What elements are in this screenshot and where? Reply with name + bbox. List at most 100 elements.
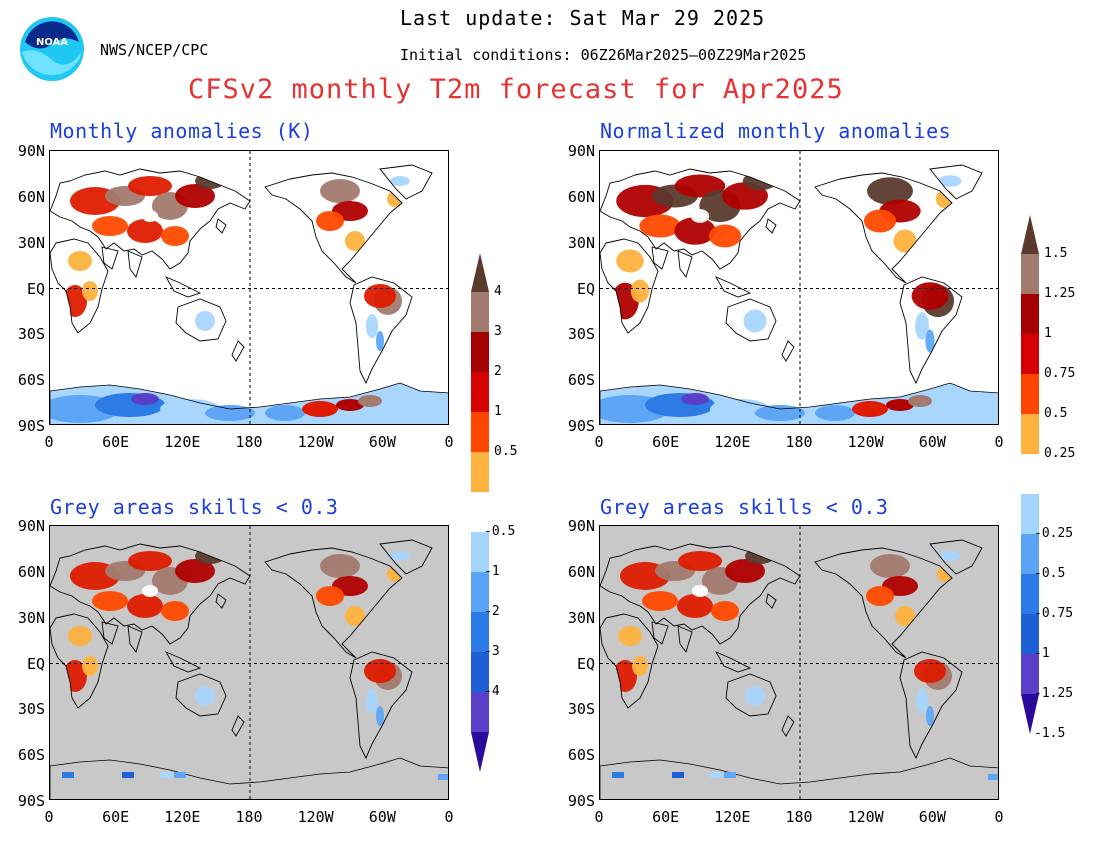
lat-tick-label: 90N [17,517,45,535]
colorbar-tick-label: -4 [484,684,500,699]
lon-tick-label: 60E [102,808,130,826]
lat-tick-label: 30N [567,608,595,627]
lon-tick-label: 180 [785,433,813,451]
lat-tick-label: 90S [567,792,595,810]
lon-tick-label: 120E [714,433,751,451]
panel-title-normalized: Normalized monthly anomalies [600,119,952,143]
lon-tick-label: 60W [368,808,396,826]
colorbar-normalized: 1.5 1.25 1 0.75 0.5 0.25 -0.25 -0.5 -0.75 -1 -1.25… [1020,214,1075,741]
map-skill-masked-anomalies [49,525,449,800]
anomaly-shading [63,173,410,351]
lat-tick-label: 30N [17,608,45,627]
colorbar-tick-label: 0.25 [1044,446,1076,461]
lon-tick-label: 0 [994,433,1004,451]
colorbar-segment [1021,654,1039,694]
lat-tick-label: EQ [26,279,45,298]
lon-tick-label: 120W [847,433,884,451]
colorbar-segment [471,452,489,492]
lon-tick-label: 0 [994,808,1004,826]
colorbar-tick-label: 0.5 [1044,406,1068,421]
lat-tick-label: 90S [17,417,45,435]
last-update-text: Last update: Sat Mar 29 2025 [400,6,766,30]
colorbar-tick-label: 1.25 [1044,286,1076,301]
panel-title-skill-anomalies: Grey areas skills < 0.3 [50,495,339,519]
lon-tick-label: 120E [164,433,201,451]
lat-tick-label: 60S [567,371,595,390]
lat-tick-label: 30S [567,325,595,344]
colorbar-segment [471,292,489,332]
colorbar-segment [1021,454,1039,494]
lat-tick-label: 90N [567,517,595,535]
lat-tick-label: EQ [26,654,45,673]
lat-tick-label: 60S [17,746,45,765]
colorbar-segment [1021,694,1039,734]
lon-tick-label: 60E [652,433,680,451]
lat-tick-label: 90S [17,792,45,810]
lat-tick-label: 90N [17,142,45,160]
lat-tick-label: 60N [567,562,595,581]
colorbar-segment [471,572,489,612]
colorbar-segment [471,732,489,772]
colorbar-segment [1021,215,1039,254]
anomaly-shading [611,171,962,353]
anomaly-shading [613,548,960,726]
lon-tick-label: 180 [235,808,263,826]
lon-tick-label: 0 [594,808,604,826]
lat-tick-label: 60S [17,371,45,390]
lat-tick-label: 60N [17,187,45,206]
colorbar-tick-label: 1.5 [1044,246,1068,261]
lat-tick-label: 60N [567,187,595,206]
lat-tick-label: 30S [567,700,595,719]
colorbar-segment [471,253,489,292]
colorbar-tick-label: -0.25 [1034,526,1074,541]
noaa-logo-text: NOAA [36,37,68,48]
colorbar-segment [471,652,489,692]
colorbar-segment [1021,294,1039,334]
colorbar-segment [471,492,489,532]
colorbar-segment [1021,374,1039,414]
initial-conditions-text: Initial conditions: 06Z26Mar2025–00Z29Ma… [400,46,807,64]
panel-title-anomalies: Monthly anomalies (K) [50,119,314,143]
colorbar-segment [1021,334,1039,374]
lat-tick-label: 30S [17,325,45,344]
colorbar-segment [1021,254,1039,294]
lat-tick-label: 30N [567,233,595,252]
colorbar-tick-label: 1 [1044,326,1052,341]
colorbar-tick-label: -0.5 [484,524,516,539]
lon-tick-label: 0 [44,433,54,451]
colorbar-tick-label: 0.5 [494,444,518,459]
coastlines [50,539,433,760]
lon-tick-label: 0 [594,433,604,451]
colorbar-segment [1021,494,1039,534]
colorbar-tick-label: 4 [494,284,502,299]
coastlines [600,164,983,385]
lat-tick-label: 60N [17,562,45,581]
lon-tick-label: 60W [918,433,946,451]
coastlines [50,164,433,385]
lat-tick-label: 90S [567,417,595,435]
lon-tick-label: 180 [785,808,813,826]
lat-tick-label: 90N [567,142,595,160]
coastlines [600,539,983,760]
lon-tick-label: 60W [918,808,946,826]
colorbar-segment [1021,574,1039,614]
lon-tick-label: 60E [652,808,680,826]
agency-label: NWS/NCEP/CPC [100,41,209,59]
page-title: CFSv2 monthly T2m forecast for Apr2025 [188,74,844,105]
colorbar-segment [471,532,489,572]
colorbar-segment [471,372,489,412]
noaa-logo: NOAA [19,16,85,82]
map-monthly-anomalies [49,150,449,425]
lat-tick-label: 30N [17,233,45,252]
lon-tick-label: 180 [235,433,263,451]
colorbar-tick-label: -3 [484,644,500,659]
colorbar-segment [471,612,489,652]
lon-tick-label: 0 [444,808,454,826]
lat-tick-label: EQ [576,279,595,298]
lon-tick-label: 120W [297,433,334,451]
colorbar-tick-label: -1 [1034,646,1050,661]
lon-tick-label: 60E [102,433,130,451]
lon-tick-label: 120W [847,808,884,826]
colorbar-segment [1021,414,1039,454]
lon-tick-label: 120W [297,808,334,826]
